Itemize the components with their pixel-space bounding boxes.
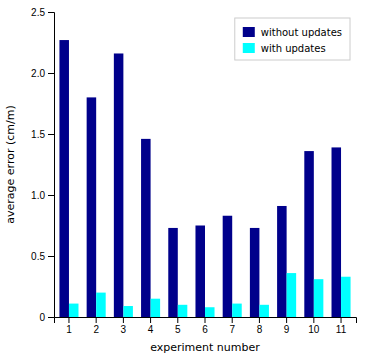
- legend-box: [235, 18, 350, 60]
- x-tick-label: 2: [93, 324, 99, 335]
- x-tick: 4: [148, 317, 154, 335]
- bar: [141, 139, 151, 317]
- x-tick: 10: [308, 317, 320, 335]
- x-tick-mark: [123, 317, 124, 323]
- bar: [304, 151, 314, 317]
- x-tick-mark: [313, 317, 314, 323]
- x-tick-mark: [232, 317, 233, 323]
- y-tick-label: 1.0: [31, 190, 45, 201]
- x-tick-label: 10: [308, 324, 320, 335]
- x-tick-mark: [259, 317, 260, 323]
- y-tick-label: 2.0: [31, 68, 45, 79]
- bar: [96, 293, 106, 317]
- x-tick: 8: [257, 317, 263, 335]
- x-tick-label: 1: [66, 324, 72, 335]
- x-tick-mark: [341, 317, 342, 323]
- legend-label: with updates: [261, 43, 326, 54]
- x-tick-label: 7: [229, 324, 235, 335]
- legend-item: without updates: [243, 27, 342, 38]
- bar: [59, 40, 69, 317]
- legend-label: without updates: [261, 27, 342, 38]
- bar: [195, 226, 205, 318]
- x-tick: 2: [93, 317, 99, 335]
- y-tick-mark: [48, 134, 54, 135]
- bar: [223, 216, 233, 317]
- x-tick: 9: [284, 317, 290, 335]
- bars: [59, 40, 350, 317]
- legend-swatch: [243, 27, 255, 37]
- bar: [205, 307, 215, 317]
- bar: [69, 304, 79, 317]
- x-tick-mark: [286, 317, 287, 323]
- y-tick-mark: [48, 256, 54, 257]
- x-tick-label: 5: [175, 324, 181, 335]
- bar: [123, 306, 133, 317]
- bar: [287, 273, 297, 317]
- y-axis-line: [48, 13, 55, 318]
- y-axis: 0 0.5 1.0 1.5 2.0 2.5: [31, 7, 54, 323]
- x-tick: 6: [202, 317, 208, 335]
- y-tick-mark: [48, 195, 54, 196]
- y-tick: 2.5: [31, 7, 54, 18]
- x-tick-mark: [177, 317, 178, 323]
- legend-item: with updates: [243, 43, 326, 54]
- x-tick-mark: [150, 317, 151, 323]
- x-axis-line: [55, 318, 357, 324]
- legend: without updates with updates: [235, 18, 350, 60]
- x-tick-mark: [96, 317, 97, 323]
- y-tick: 0.5: [31, 251, 54, 262]
- series: [69, 273, 351, 317]
- y-tick: 1.0: [31, 190, 54, 201]
- bar: [314, 279, 324, 317]
- x-tick: 3: [121, 317, 127, 335]
- plot: 1 2 3 4 5 6 7 8 9 10 11 0 0.5 1.0 1.5 2.0 2.5 without upd…: [31, 7, 356, 335]
- bar: [87, 97, 97, 317]
- y-tick-mark: [48, 317, 54, 318]
- bar: [168, 228, 178, 317]
- bar: [114, 53, 124, 317]
- x-tick: 1: [66, 317, 72, 335]
- series: [59, 40, 341, 317]
- x-tick-label: 4: [148, 324, 154, 335]
- y-axis-title: average error (cm/m): [4, 105, 17, 223]
- bar: [250, 228, 260, 317]
- bar: [259, 305, 269, 317]
- bar: [232, 304, 242, 317]
- x-tick-mark: [205, 317, 206, 323]
- x-tick-label: 8: [257, 324, 263, 335]
- x-tick: 7: [229, 317, 235, 335]
- bar: [178, 305, 188, 317]
- y-tick: 0: [39, 312, 54, 323]
- legend-swatch: [243, 43, 255, 53]
- y-tick-label: 2.5: [31, 7, 45, 18]
- x-tick-mark: [68, 317, 69, 323]
- y-tick-mark: [48, 73, 54, 74]
- x-axis-title: experiment number: [150, 341, 260, 354]
- x-tick: 11: [336, 317, 347, 335]
- y-tick-label: 1.5: [31, 129, 45, 140]
- x-tick-label: 9: [284, 324, 290, 335]
- y-tick: 2.0: [31, 68, 54, 79]
- x-axis: 1 2 3 4 5 6 7 8 9 10 11: [55, 317, 357, 335]
- x-tick: 5: [175, 317, 181, 335]
- bar: [341, 277, 351, 317]
- y-tick: 1.5: [31, 129, 54, 140]
- bar: [277, 206, 287, 317]
- y-tick-label: 0: [39, 312, 45, 323]
- y-tick-label: 0.5: [31, 251, 45, 262]
- x-tick-label: 6: [202, 324, 208, 335]
- y-tick-mark: [48, 12, 54, 13]
- chart: 1 2 3 4 5 6 7 8 9 10 11 0 0.5 1.0 1.5 2.0 2.5 without upd…: [0, 0, 370, 359]
- bar: [332, 147, 342, 317]
- bar: [151, 299, 161, 317]
- x-tick-label: 3: [121, 324, 127, 335]
- x-tick-label: 11: [336, 324, 347, 335]
